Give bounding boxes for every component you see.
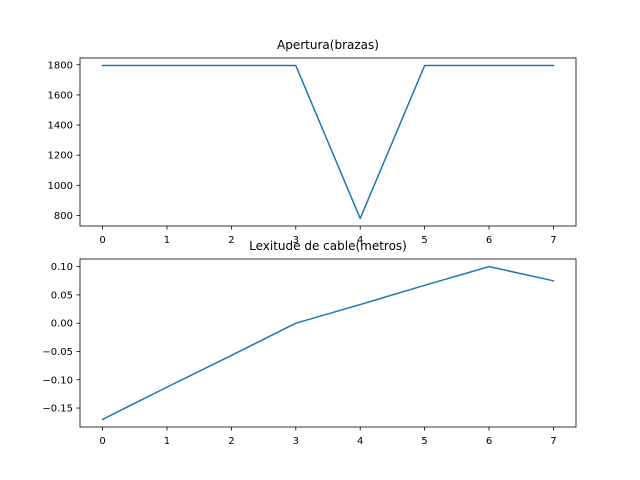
series-line-1: [101, 265, 555, 421]
y-tick-label: 1800: [48, 60, 73, 71]
x-tick-label: 2: [228, 436, 234, 447]
subplot-1: 0 1 2 3 4 5 6 7 800 1000 1200 1400 1600 1800 Apertura(…: [48, 38, 577, 246]
y-tick-label: −0.05: [42, 347, 73, 358]
y-tick-label: −0.10: [42, 375, 73, 386]
x-tick-label: 1: [164, 436, 170, 447]
x-tick-label: 5: [421, 436, 427, 447]
chart-title: Apertura(brazas): [277, 38, 379, 52]
y-tick-label: 0.00: [51, 319, 73, 330]
x-tick-label: 4: [357, 436, 363, 447]
x-tick-label: 3: [293, 235, 299, 246]
chart-title: Lexitude de cable(metros): [249, 239, 407, 253]
x-tick-label: 2: [228, 235, 234, 246]
axes-frame: [79, 258, 577, 428]
x-tick-label: 0: [99, 235, 105, 246]
axes-frame: [79, 57, 577, 227]
y-tick-label: 1600: [48, 90, 73, 101]
y-tick-label: 1200: [48, 151, 73, 162]
x-tick-label: 0: [99, 436, 105, 447]
y-tick-label: 0.05: [51, 290, 73, 301]
x-tick-label: 7: [550, 235, 556, 246]
subplot-2: 0 1 2 3 4 5 6 7 −0.15 −0.10 −0.05 0.00 0.05 0.10 Lexit…: [42, 239, 577, 447]
x-tick-label: 3: [293, 436, 299, 447]
y-tick-label: −0.15: [42, 404, 73, 415]
y-tick-label: 1000: [48, 181, 73, 192]
x-tick-label: 4: [357, 235, 363, 246]
x-tick-label: 1: [164, 235, 170, 246]
y-tick-label: 1400: [48, 121, 73, 132]
x-tick-label: 6: [486, 436, 492, 447]
series-line-1: [101, 64, 555, 220]
x-tick-label: 7: [550, 436, 556, 447]
y-tick-label: 0.10: [51, 262, 73, 273]
x-tick-label: 6: [486, 235, 492, 246]
x-tick-label: 5: [421, 235, 427, 246]
y-tick-label: 800: [54, 211, 73, 222]
